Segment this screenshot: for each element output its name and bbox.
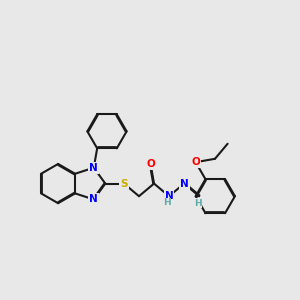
Text: N: N <box>165 191 173 201</box>
Text: O: O <box>191 157 200 167</box>
Text: N: N <box>89 194 98 205</box>
Text: H: H <box>163 198 170 207</box>
Text: O: O <box>146 159 155 169</box>
Text: S: S <box>120 178 128 189</box>
Text: N: N <box>89 163 98 173</box>
Text: H: H <box>194 199 202 208</box>
Text: N: N <box>180 178 188 189</box>
